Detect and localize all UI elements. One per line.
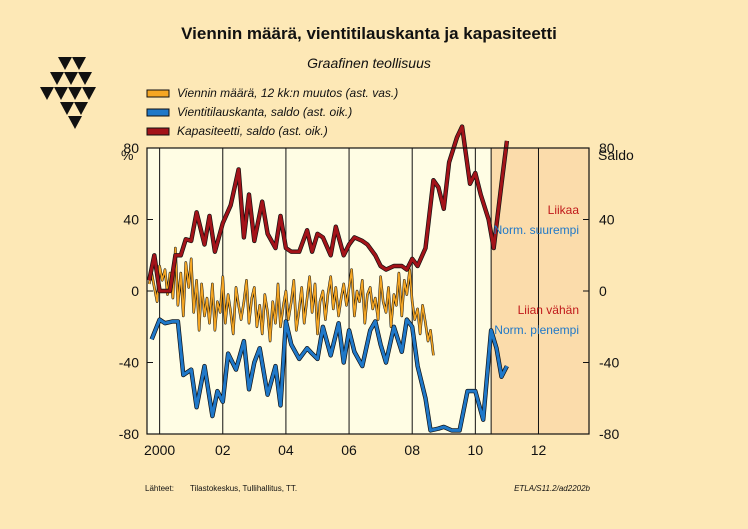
plot-area: -80 -80 -40 -40 0 0 40 40 80 80 2000 02 04 06 08 10 12 Li… [119,124,619,458]
x-tick-label: 08 [404,442,420,458]
series-line-2 [150,318,509,432]
y-tick-label-left: 40 [123,212,139,228]
y-tick-label-right: -40 [599,355,619,371]
legend-label: Vientitilauskanta, saldo (ast. oik.) [177,105,352,119]
x-tick-label: 04 [278,442,294,458]
annotation: Norm. suurempi [494,223,579,237]
legend: Viennin määrä, 12 kk:n muutos (ast. vas.… [146,86,398,138]
y-axis-left-label: % [121,147,133,163]
chart-title: Viennin määrä, vientitilauskanta ja kapa… [181,24,557,43]
y-tick-label-right: 0 [599,283,607,299]
series-line-1 [148,247,435,356]
annotation: Liikaa [548,203,580,217]
annotation: Liian vähän [518,303,579,317]
x-tick-label: 02 [215,442,231,458]
y-tick-label-left: -80 [119,426,139,442]
legend-swatch [146,108,170,117]
sources-text: Tilastokeskus, Tullihallitus, TT. [190,484,297,493]
legend-swatch [146,127,170,136]
chart-code: ETLA/S11.2/ad2202b [514,484,590,493]
x-tick-label: 06 [341,442,357,458]
x-tick-label: 2000 [144,442,175,458]
y-tick-label-right: 80 [599,140,615,156]
y-tick-label-right: -80 [599,426,619,442]
etla-logo [40,57,96,129]
x-tick-label: 10 [468,442,484,458]
sources-label: Lähteet: [145,484,174,493]
forecast-region [491,148,589,434]
x-tick-label: 12 [531,442,547,458]
y-tick-label-left: 0 [131,283,139,299]
chart-subtitle: Graafinen teollisuus [307,55,431,71]
legend-label: Kapasiteetti, saldo (ast. oik.) [177,124,328,138]
legend-label: Viennin määrä, 12 kk:n muutos (ast. vas.… [177,86,398,100]
series-line-3 [147,125,509,293]
y-tick-label-left: -40 [119,355,139,371]
y-tick-label-right: 40 [599,212,615,228]
annotation: Norm. pienempi [494,323,579,337]
legend-swatch [146,89,170,98]
y-axis-right-label: Saldo [598,147,634,163]
y-tick-label-left: 80 [123,140,139,156]
